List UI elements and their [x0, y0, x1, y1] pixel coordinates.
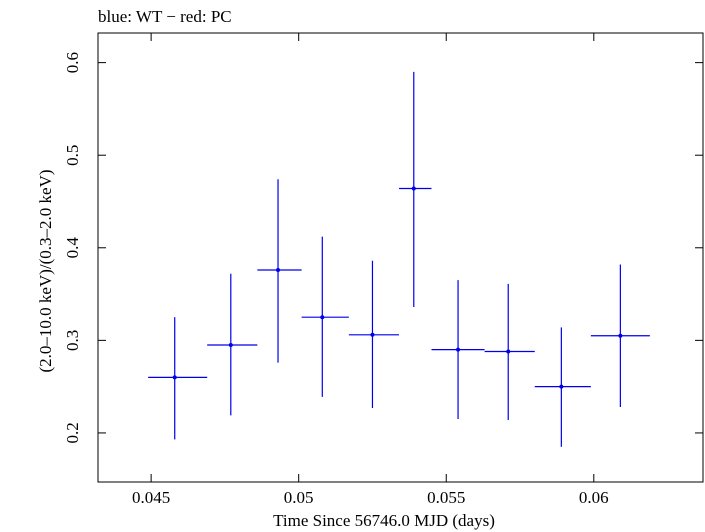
x-tick-label: 0.05: [284, 488, 314, 507]
data-point: [148, 317, 208, 440]
y-tick-label: 0.6: [63, 52, 82, 73]
x-tick-label: 0.045: [132, 488, 170, 507]
y-tick-label: 0.2: [63, 422, 82, 443]
point-marker: [559, 384, 564, 389]
chart-title: blue: WT − red: PC: [98, 7, 232, 26]
y-axis-label: (2.0–10.0 keV)/(0.3–2.0 keV): [36, 169, 55, 372]
point-marker: [172, 375, 177, 380]
point-marker: [456, 347, 461, 352]
point-marker: [276, 267, 281, 272]
y-axis-ticks: 0.2 0.3 0.4 0.5 0.6: [63, 52, 703, 444]
data-point: [257, 179, 302, 363]
data-point: [484, 283, 535, 420]
plot-frame: [97, 32, 704, 483]
data-point: [348, 260, 400, 408]
data-points: [148, 71, 650, 447]
point-marker: [506, 349, 511, 354]
data-point: [534, 327, 591, 447]
y-tick-label: 0.4: [63, 237, 82, 259]
point-marker: [618, 333, 623, 338]
point-marker: [411, 186, 416, 191]
y-tick-label: 0.5: [63, 145, 82, 166]
point-marker: [370, 332, 375, 337]
point-marker: [228, 342, 233, 347]
point-marker: [320, 315, 325, 320]
data-point: [301, 236, 349, 397]
data-point: [590, 264, 650, 408]
data-point: [207, 273, 258, 416]
x-tick-label: 0.055: [427, 488, 465, 507]
data-point: [431, 280, 485, 420]
data-point: [399, 71, 432, 308]
y-tick-label: 0.3: [63, 330, 82, 351]
x-axis-label: Time Since 56746.0 MJD (days): [273, 511, 495, 530]
x-tick-label: 0.06: [579, 488, 609, 507]
x-axis-ticks: 0.045 0.05 0.055 0.06: [132, 33, 609, 507]
